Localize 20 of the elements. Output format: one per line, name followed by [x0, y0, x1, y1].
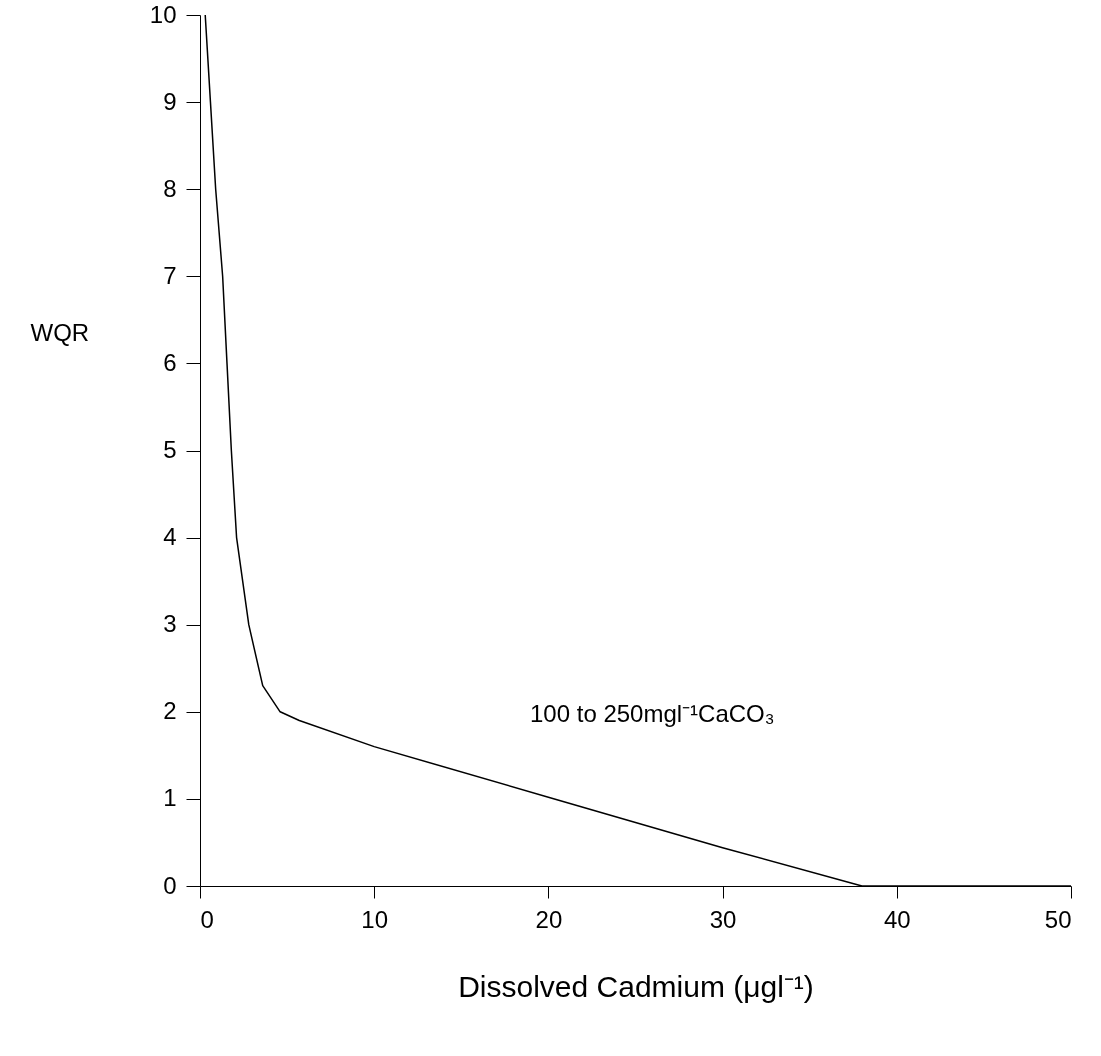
y-tick-label: 9 [163, 87, 177, 115]
y-tick-label: 3 [163, 610, 177, 638]
y-tick-label: 6 [163, 348, 177, 376]
y-tick-label: 5 [163, 436, 177, 463]
y-tick-label: 8 [163, 174, 177, 202]
x-tick-label: 20 [535, 905, 563, 933]
x-tick-label: 40 [883, 905, 911, 933]
annotation: 100 to 250mgl⁻¹CaCO₃ [530, 700, 775, 727]
x-tick-label: 50 [1044, 905, 1072, 933]
y-tick-label: 2 [163, 697, 177, 725]
y-tick-label: 1 [163, 784, 177, 812]
x-axis-title: Dissolved Cadmium (μgl⁻¹) [458, 969, 814, 1003]
y-tick-label: 10 [149, 0, 177, 28]
y-tick-label: 7 [163, 261, 177, 289]
y-tick-label: 4 [163, 523, 177, 551]
x-tick-label: 0 [200, 905, 214, 933]
y-axis-title: WQR [30, 318, 90, 346]
x-tick-label: 10 [361, 905, 389, 933]
x-tick-label: 30 [709, 905, 737, 933]
y-tick-label: 0 [163, 871, 177, 899]
